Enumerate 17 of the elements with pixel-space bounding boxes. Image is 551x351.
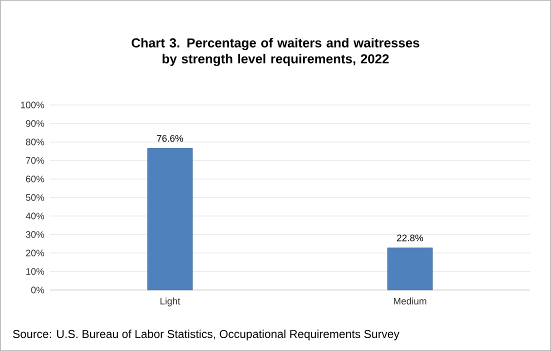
y-tick-label: 0% <box>31 286 44 294</box>
data-label: 76.6% <box>157 135 184 142</box>
y-tick-label: 80% <box>26 138 44 146</box>
y-tick-label: 100% <box>20 102 44 108</box>
y-tick-label: 60% <box>26 176 44 182</box>
x-tick-label: Light <box>160 298 180 306</box>
y-tick-label: 10% <box>26 268 44 275</box>
y-tick-label: 40% <box>26 212 44 220</box>
chart-title: Chart 3. Percentage of waiters and waitresses by strength level requirements, 2022 <box>132 38 420 66</box>
x-tick-label: Medium <box>394 298 426 304</box>
data-label: 22.8% <box>397 234 424 242</box>
source-note: Source: U.S. Bureau of Labor Statistics, Occupational Requirements Survey <box>13 330 400 340</box>
y-tick-label: 20% <box>26 250 44 256</box>
y-tick-label: 70% <box>26 157 44 164</box>
y-tick-label: 90% <box>26 120 44 127</box>
y-tick-label: 50% <box>26 194 44 201</box>
y-tick-label: 30% <box>26 231 44 238</box>
